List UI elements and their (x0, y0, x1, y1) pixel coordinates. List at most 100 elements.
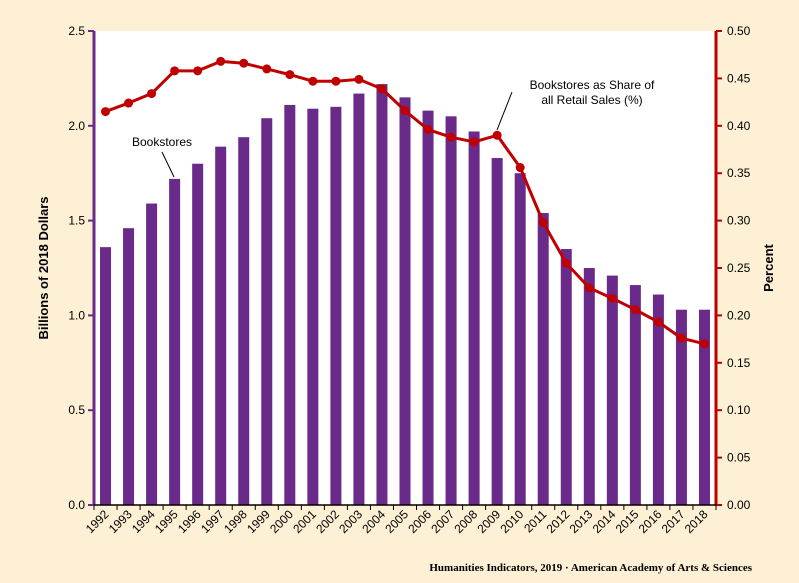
share-point-1996 (193, 66, 203, 76)
share-point-1994 (147, 89, 157, 99)
bar-2011 (537, 213, 549, 506)
bar-2000 (284, 104, 296, 505)
x-tick-label: 2010 (498, 507, 527, 536)
share-point-2000 (285, 70, 295, 80)
x-tick-label: 2001 (290, 507, 319, 536)
x-tick-label: 2002 (313, 507, 342, 536)
bar-1992 (100, 247, 112, 506)
x-tick-label: 1993 (106, 507, 135, 536)
x-tick-label: 1998 (221, 507, 250, 536)
y-left-tick-label: 0.5 (68, 403, 85, 417)
bar-1998 (238, 137, 250, 505)
y-right-tick-label: 0.20 (727, 308, 751, 322)
bar-1996 (192, 163, 204, 505)
bar-2016 (652, 294, 664, 505)
bar-2017 (675, 309, 687, 505)
bar-2009 (491, 158, 503, 506)
x-tick-label: 2011 (521, 507, 549, 535)
x-tick-label: 2003 (336, 507, 365, 536)
share-point-2004 (377, 84, 387, 94)
share-point-2016 (653, 317, 663, 327)
bar-2002 (330, 106, 342, 505)
y-right-tick-label: 0.25 (727, 261, 751, 275)
bar-1993 (123, 228, 135, 505)
share-annotation-line-1: Bookstores as Share of (530, 78, 655, 92)
share-point-2014 (607, 293, 617, 303)
x-tick-label: 2018 (682, 507, 711, 536)
bar-2004 (376, 84, 388, 505)
y-left-tick-label: 2.5 (68, 24, 85, 38)
y-right-tick-label: 0.40 (727, 119, 751, 133)
share-point-2010 (515, 163, 525, 173)
x-tick-label: 2014 (590, 507, 619, 536)
bar-2013 (583, 268, 595, 505)
bar-2010 (514, 173, 526, 505)
x-tick-label: 2015 (613, 507, 642, 536)
x-tick-label: 1996 (175, 507, 204, 536)
bar-1994 (146, 203, 158, 505)
y-left-tick-label: 1.0 (68, 308, 85, 322)
bar-2003 (353, 93, 365, 506)
y-right-tick-label: 0.50 (727, 24, 751, 38)
y-right-tick-label: 0.30 (727, 214, 751, 228)
share-point-2002 (331, 76, 341, 86)
bar-2005 (399, 97, 411, 506)
y-right-tick-label: 0.45 (727, 71, 751, 85)
share-point-1999 (262, 64, 272, 74)
x-tick-label: 2017 (659, 507, 688, 536)
y-left-title: Billions of 2018 Dollars (36, 196, 51, 339)
x-tick-label: 1994 (129, 507, 158, 536)
y-right-tick-label: 0.05 (727, 451, 751, 465)
y-right-title: Percent (761, 243, 776, 291)
y-left-tick-label: 2.0 (68, 119, 85, 133)
share-annotation-line-2: all Retail Sales (%) (541, 93, 642, 107)
credit-line: Humanities Indicators, 2019 · American A… (429, 562, 752, 574)
share-point-2003 (354, 74, 364, 84)
share-point-1998 (239, 58, 249, 68)
x-tick-label: 2005 (382, 507, 411, 536)
share-point-2001 (308, 76, 318, 86)
bar-1999 (261, 118, 273, 505)
share-point-2018 (699, 339, 709, 349)
x-tick-label: 2006 (405, 507, 434, 536)
bar-2015 (629, 285, 641, 505)
y-right-tick-label: 0.10 (727, 403, 751, 417)
bar-2012 (560, 249, 572, 505)
share-point-2009 (492, 130, 502, 140)
x-tick-label: 2004 (359, 507, 388, 536)
bookstores-annotation: Bookstores (132, 135, 192, 149)
x-tick-label: 1995 (152, 507, 181, 536)
line-group (101, 56, 709, 349)
share-point-2013 (584, 283, 594, 293)
x-tick-label: 2012 (544, 507, 573, 536)
share-point-2006 (423, 125, 433, 135)
bar-2008 (468, 131, 480, 505)
bar-2007 (445, 116, 457, 505)
y-left-tick-label: 1.5 (68, 214, 85, 228)
share-point-2007 (446, 132, 456, 142)
bar-1995 (169, 178, 181, 505)
share-point-1995 (170, 66, 180, 76)
share-point-1992 (101, 107, 111, 117)
x-tick-label: 2008 (451, 507, 480, 536)
share-point-1997 (216, 56, 226, 66)
x-tick-label: 1992 (83, 507, 112, 536)
share-point-2015 (630, 305, 640, 315)
share-leader (496, 91, 513, 131)
share-point-2012 (561, 258, 571, 268)
x-tick-label: 2009 (474, 507, 503, 536)
x-tick-label: 1999 (244, 507, 273, 536)
x-tick-label: 2013 (567, 507, 596, 536)
bar-2018 (698, 309, 710, 505)
x-tick-label: 1997 (198, 507, 227, 536)
x-tick-label: 2016 (636, 507, 665, 536)
x-tick-label: 2000 (267, 507, 296, 536)
bar-2001 (307, 108, 319, 506)
bar-1997 (215, 146, 227, 505)
share-point-2005 (400, 106, 410, 116)
y-right-tick-label: 0.35 (727, 166, 751, 180)
x-tick-label: 2007 (428, 507, 457, 536)
y-left-tick-label: 0.0 (68, 498, 85, 512)
bars-group (100, 84, 710, 506)
